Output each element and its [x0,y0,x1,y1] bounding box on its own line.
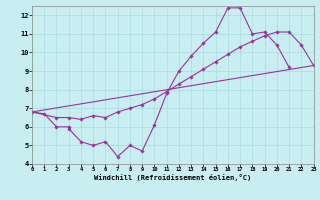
X-axis label: Windchill (Refroidissement éolien,°C): Windchill (Refroidissement éolien,°C) [94,174,252,181]
